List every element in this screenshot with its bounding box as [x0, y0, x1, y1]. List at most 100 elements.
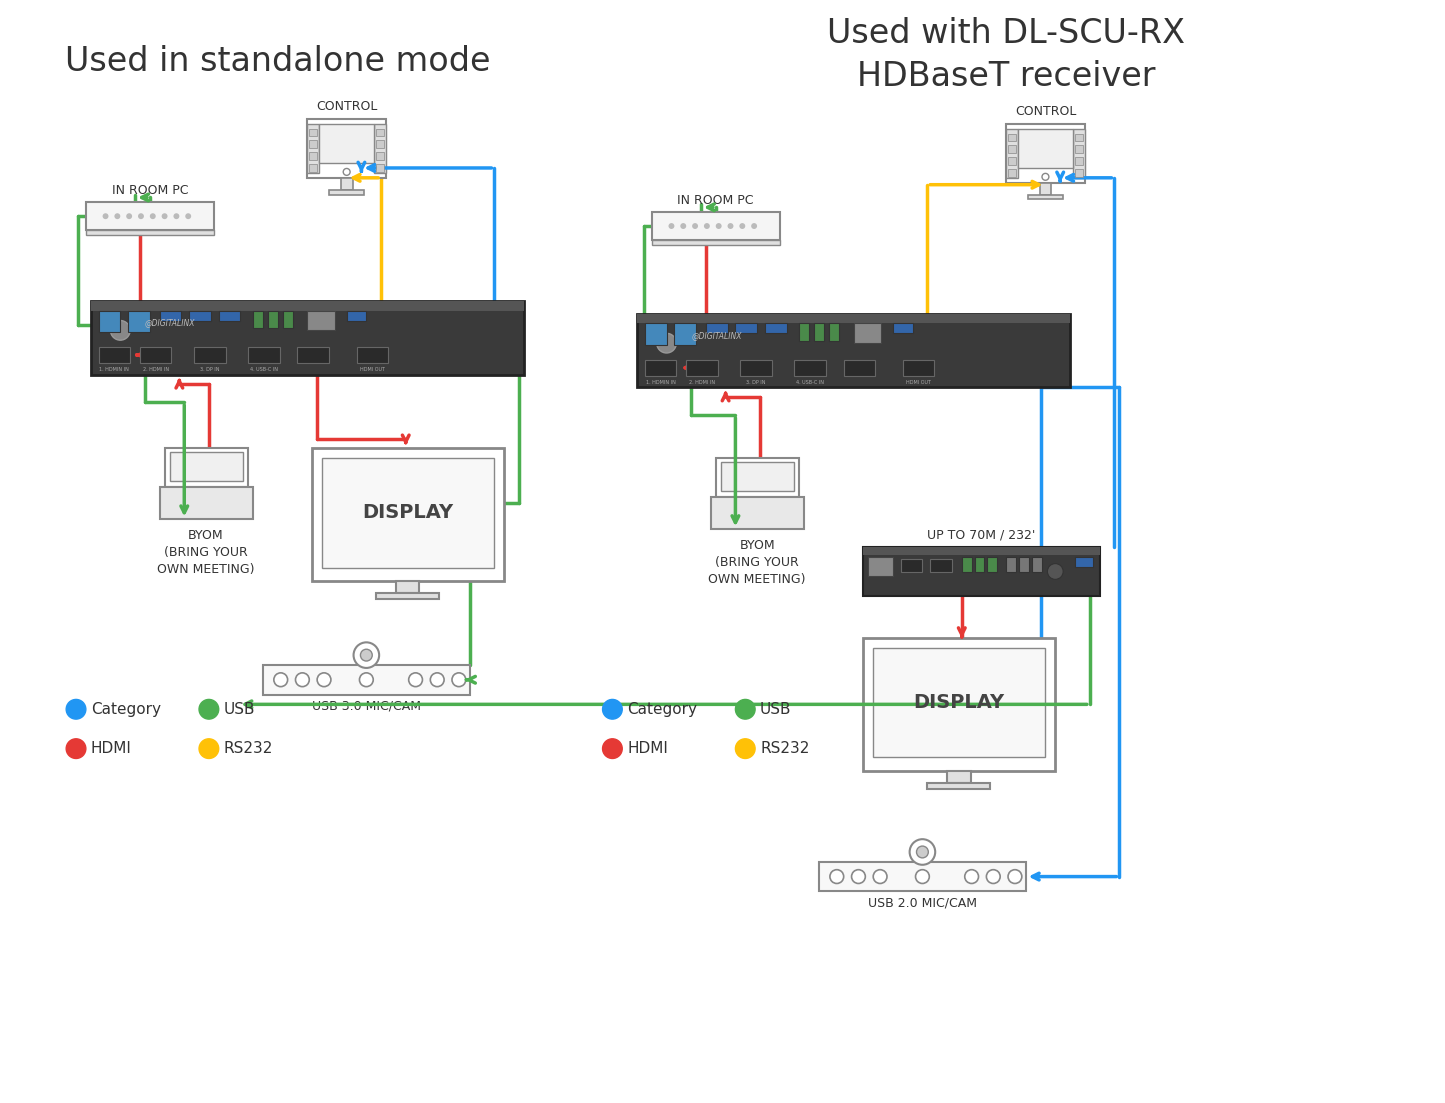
Circle shape: [275, 673, 288, 687]
Text: HDMI OUT: HDMI OUT: [906, 379, 931, 385]
Circle shape: [916, 869, 929, 884]
Circle shape: [829, 869, 844, 884]
Bar: [814, 323, 824, 341]
Circle shape: [704, 223, 709, 229]
Bar: [308, 119, 386, 178]
Bar: [283, 311, 292, 329]
Bar: [707, 323, 727, 333]
Circle shape: [66, 699, 85, 719]
Bar: [322, 459, 494, 568]
Text: HDMI: HDMI: [627, 741, 668, 757]
Bar: [312, 449, 504, 581]
Bar: [98, 347, 130, 363]
Bar: [376, 129, 384, 137]
Bar: [309, 152, 316, 160]
Bar: [644, 323, 666, 345]
Bar: [721, 462, 795, 491]
Text: RS232: RS232: [224, 741, 273, 757]
Text: USB: USB: [224, 702, 256, 717]
Text: 1. HDMIN IN: 1. HDMIN IN: [646, 379, 676, 385]
Bar: [1039, 183, 1052, 194]
Bar: [854, 323, 881, 343]
Bar: [376, 140, 384, 148]
Circle shape: [681, 223, 686, 229]
Text: HDMI: HDMI: [91, 741, 131, 757]
Text: IN ROOM PC: IN ROOM PC: [678, 194, 754, 207]
Circle shape: [987, 869, 1000, 884]
Bar: [1075, 169, 1082, 176]
Text: 1. HDMIN IN: 1. HDMIN IN: [100, 367, 130, 372]
Bar: [329, 190, 364, 194]
Bar: [946, 771, 971, 783]
Circle shape: [656, 333, 676, 353]
Bar: [652, 212, 780, 239]
Bar: [1009, 146, 1016, 153]
Bar: [1075, 133, 1082, 141]
Bar: [194, 347, 225, 363]
Bar: [1032, 557, 1042, 572]
Circle shape: [736, 699, 756, 719]
Bar: [319, 124, 374, 163]
Circle shape: [751, 223, 757, 229]
Bar: [675, 323, 696, 345]
Text: CONTROL: CONTROL: [316, 100, 377, 114]
Text: Category: Category: [627, 702, 696, 717]
Bar: [218, 311, 240, 321]
Circle shape: [1042, 173, 1049, 180]
Circle shape: [360, 650, 373, 661]
Bar: [1009, 133, 1016, 141]
Circle shape: [360, 673, 373, 687]
Bar: [309, 140, 316, 148]
Bar: [974, 557, 984, 572]
Circle shape: [103, 213, 108, 219]
Circle shape: [916, 846, 928, 858]
Circle shape: [603, 739, 623, 759]
Circle shape: [1048, 564, 1064, 579]
Bar: [85, 229, 214, 235]
Circle shape: [185, 213, 191, 219]
Bar: [376, 164, 384, 172]
Bar: [764, 323, 786, 333]
Bar: [376, 152, 384, 160]
Bar: [165, 449, 249, 486]
Bar: [249, 347, 280, 363]
Bar: [844, 360, 876, 376]
Circle shape: [199, 739, 218, 759]
Bar: [85, 203, 214, 229]
Bar: [1006, 557, 1016, 572]
Text: HDMI OUT: HDMI OUT: [360, 367, 384, 372]
Circle shape: [114, 213, 120, 219]
Text: USB 3.0 MIC/CAM: USB 3.0 MIC/CAM: [312, 699, 420, 713]
Bar: [829, 323, 838, 341]
Bar: [1074, 129, 1085, 178]
Bar: [863, 547, 1100, 555]
Bar: [819, 861, 1026, 891]
Bar: [267, 311, 277, 329]
Circle shape: [736, 739, 756, 759]
Bar: [795, 360, 827, 376]
Bar: [1006, 129, 1017, 178]
Circle shape: [66, 739, 85, 759]
Bar: [711, 496, 805, 529]
Circle shape: [295, 673, 309, 687]
Bar: [740, 360, 772, 376]
Bar: [893, 323, 913, 333]
Bar: [736, 323, 757, 333]
Bar: [1006, 124, 1085, 183]
Circle shape: [162, 213, 168, 219]
Bar: [799, 323, 809, 341]
Circle shape: [344, 169, 350, 175]
Text: 2. HDMI IN: 2. HDMI IN: [143, 367, 169, 372]
Text: 3. DP IN: 3. DP IN: [746, 379, 766, 385]
Bar: [396, 581, 419, 593]
Circle shape: [126, 213, 131, 219]
Text: USB: USB: [760, 702, 792, 717]
Bar: [652, 239, 780, 245]
Bar: [309, 129, 316, 137]
Bar: [931, 559, 952, 572]
Text: 4. USB-C IN: 4. USB-C IN: [250, 367, 277, 372]
Circle shape: [150, 213, 156, 219]
Circle shape: [740, 223, 746, 229]
Bar: [962, 557, 971, 572]
Bar: [1019, 557, 1029, 572]
